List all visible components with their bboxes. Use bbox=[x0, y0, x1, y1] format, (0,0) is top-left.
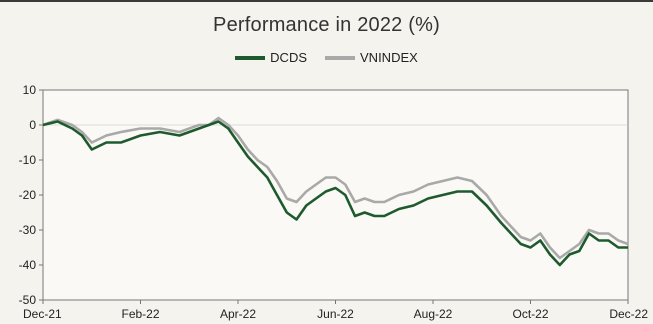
y-tick-label: -50 bbox=[19, 293, 37, 307]
series-line-vnindex bbox=[42, 116, 629, 260]
legend-item-dcds: DCDS bbox=[235, 50, 307, 65]
plot-area bbox=[42, 89, 629, 301]
legend-item-vnindex: VNINDEX bbox=[325, 50, 418, 65]
legend: DCDS VNINDEX bbox=[0, 50, 653, 65]
y-tick-label: -20 bbox=[19, 188, 37, 202]
series-line-dcds bbox=[42, 120, 628, 267]
y-axis: 10 0 -10 -20 -30 -40 -50 bbox=[19, 83, 43, 307]
y-tick-label: -10 bbox=[19, 153, 37, 167]
x-tick-label: Dec-22 bbox=[609, 307, 648, 321]
chart-title: Performance in 2022 (%) bbox=[213, 14, 440, 36]
legend-label-dcds: DCDS bbox=[270, 50, 308, 65]
x-tick-label: Jun-22 bbox=[317, 307, 354, 321]
y-tick-label: -30 bbox=[19, 223, 37, 237]
y-tick-label: 10 bbox=[23, 83, 37, 97]
y-tick-label: 0 bbox=[29, 118, 36, 132]
legend-swatch-vnindex bbox=[325, 55, 356, 60]
x-tick-label: Dec-21 bbox=[23, 307, 62, 321]
y-tick-label: -40 bbox=[19, 258, 37, 272]
top-divider bbox=[0, 0, 653, 2]
x-tick-label: Feb-22 bbox=[121, 307, 159, 321]
legend-label-vnindex: VNINDEX bbox=[360, 50, 418, 65]
x-tick-label: Apr-22 bbox=[220, 307, 256, 321]
series-group bbox=[42, 116, 629, 267]
x-tick-label: Oct-22 bbox=[512, 307, 548, 321]
legend-swatch-dcds bbox=[235, 55, 266, 60]
x-axis: Dec-21 Feb-22 Apr-22 Jun-22 Aug-22 Oct-22 Dec-… bbox=[23, 300, 648, 321]
x-tick-label: Aug-22 bbox=[414, 307, 453, 321]
